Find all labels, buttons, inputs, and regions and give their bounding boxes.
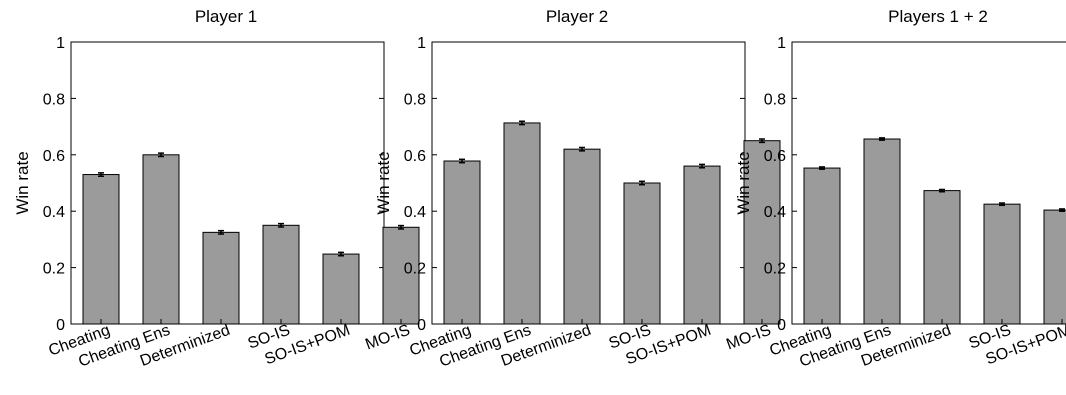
- bar: [683, 165, 721, 325]
- y-tick-label: 0: [777, 317, 786, 334]
- y-tick-label: 0.8: [43, 91, 65, 108]
- y-tick-label: 0.2: [404, 261, 426, 278]
- y-tick-label: 0.6: [764, 148, 786, 165]
- chart-panel-player-1: Player 1 Win rate 00.20.40.60.81Cheating…: [13, 7, 420, 371]
- x-tick-label: MO-IS: [724, 322, 773, 354]
- bar: [202, 231, 240, 325]
- y-tick-label: 1: [56, 35, 65, 52]
- bar: [82, 174, 120, 325]
- y-tick-label: 0.2: [43, 261, 65, 278]
- chart-panel-players-1-2: Players 1 + 2 Win rate 00.20.40.60.81Che…: [734, 7, 1066, 371]
- bar: [142, 154, 180, 325]
- bar: [623, 182, 661, 325]
- y-axis-label: Win rate: [374, 151, 393, 214]
- x-tick-label: MO-IS: [363, 322, 412, 354]
- y-tick-label: 1: [777, 35, 786, 52]
- chart-panel-player-2: Player 2 Win rate 00.20.40.60.81Cheating…: [374, 7, 781, 371]
- bar: [983, 203, 1021, 325]
- bar: [1043, 209, 1066, 325]
- chart-title: Player 1: [195, 7, 257, 26]
- bar: [322, 253, 360, 325]
- chart-title: Players 1 + 2: [888, 7, 988, 26]
- y-tick-label: 1: [417, 35, 426, 52]
- bar: [863, 138, 901, 325]
- y-tick-label: 0: [56, 317, 65, 334]
- y-axis-label: Win rate: [13, 151, 32, 214]
- y-tick-label: 0.4: [764, 204, 786, 221]
- y-axis-label: Win rate: [734, 151, 753, 214]
- bar: [443, 160, 481, 325]
- chart-title: Player 2: [546, 7, 608, 26]
- y-tick-label: 0.4: [404, 204, 426, 221]
- bar: [262, 224, 300, 325]
- y-tick-label: 0.4: [43, 204, 65, 221]
- y-tick-label: 0.6: [404, 148, 426, 165]
- y-tick-label: 0.2: [764, 261, 786, 278]
- bar: [503, 122, 541, 325]
- y-tick-label: 0: [417, 317, 426, 334]
- y-tick-label: 0.8: [764, 91, 786, 108]
- bar: [563, 148, 601, 325]
- y-tick-label: 0.6: [43, 148, 65, 165]
- y-tick-label: 0.8: [404, 91, 426, 108]
- bar: [923, 190, 961, 325]
- bar: [803, 167, 841, 325]
